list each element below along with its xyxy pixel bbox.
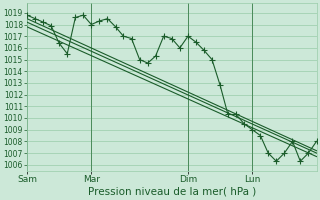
X-axis label: Pression niveau de la mer( hPa ): Pression niveau de la mer( hPa ) [88, 187, 256, 197]
